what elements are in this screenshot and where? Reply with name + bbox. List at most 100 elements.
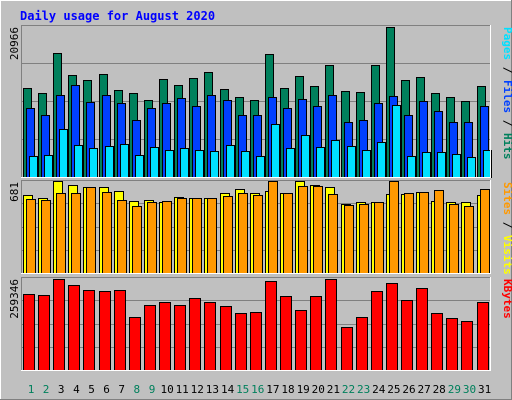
bar-kbytes-day-7 [114,290,126,371]
bar-kbytes-day-23 [356,317,368,371]
bar-pages-day-26 [407,156,416,178]
panel-kbytes: 259346 KBytes [8,277,512,371]
bar-kbytes-day-12 [189,298,201,371]
y-max-label: 259346 [8,279,21,319]
bar-sites-day-29 [449,204,459,274]
day-label: 21 [327,383,340,396]
legend-kbytes: KBytes [501,279,512,319]
bar-pages-day-24 [377,142,386,178]
bar-kbytes-day-17 [265,281,277,371]
panel-pages-files-hits: 20966 Pages / Files / Hits [8,25,512,178]
legend-item-hits: Hits [501,133,512,160]
day-label: 16 [251,383,264,396]
bar-sites-day-3 [56,193,66,274]
bar-pages-day-20 [316,147,325,178]
legend-item-kbytes: KBytes [501,279,512,319]
bar-sites-day-23 [359,204,369,274]
day-label: 5 [88,383,95,396]
bar-kbytes-day-27 [416,288,428,371]
bar-kbytes-day-4 [68,285,80,371]
bar-pages-day-17 [271,124,280,178]
bar-kbytes-day-14 [220,306,232,371]
bar-pages-day-27 [422,152,431,178]
bar-sites-day-14 [223,196,233,274]
bar-pages-day-9 [150,147,159,178]
day-label: 23 [357,383,370,396]
bar-kbytes-day-9 [144,305,156,371]
bar-pages-day-30 [467,157,476,178]
bar-sites-day-25 [389,181,399,274]
bar-pages-day-22 [347,146,356,178]
bar-sites-day-15 [238,193,248,274]
day-label: 28 [433,383,446,396]
legend-item-sites: Sites [501,182,512,215]
bar-sites-day-17 [268,181,278,274]
bar-pages-day-3 [59,129,68,178]
bar-pages-day-4 [74,145,83,178]
bar-pages-day-1 [29,156,38,178]
bar-sites-day-31 [480,189,490,274]
bar-sites-day-18 [283,193,293,274]
bar-sites-day-5 [86,187,96,274]
bar-kbytes-day-5 [83,290,95,371]
day-label: 24 [372,383,386,396]
day-label: 10 [160,383,173,396]
day-label: 17 [266,383,279,396]
bar-kbytes-day-21 [325,279,337,371]
legend-separator: / [501,215,512,235]
day-label: 29 [448,383,461,396]
day-label: 27 [417,383,430,396]
bar-kbytes-day-10 [159,302,171,371]
bar-sites-day-10 [162,201,172,274]
bar-pages-day-13 [210,151,219,178]
bar-kbytes-day-13 [204,302,216,371]
bar-kbytes-day-11 [174,305,186,371]
day-label: 25 [387,383,400,396]
day-label: 30 [463,383,476,396]
bar-kbytes-day-3 [53,279,65,371]
bar-kbytes-day-31 [477,302,489,371]
bar-kbytes-day-30 [461,321,473,371]
day-label: 8 [133,383,140,396]
day-label: 1 [28,383,35,396]
bar-pages-day-7 [120,144,129,178]
day-label: 9 [149,383,156,396]
bar-pages-day-28 [437,152,446,178]
bar-sites-day-24 [374,202,384,274]
day-label: 2 [43,383,50,396]
bar-kbytes-day-24 [371,291,383,371]
bar-sites-day-4 [71,193,81,274]
bar-sites-day-1 [26,199,36,274]
bar-kbytes-day-2 [38,295,50,371]
bar-kbytes-day-19 [295,310,307,371]
day-label: 18 [281,383,294,396]
bar-pages-day-15 [241,151,250,178]
day-label: 15 [236,383,249,396]
bar-pages-day-5 [89,148,98,178]
bar-sites-day-22 [344,205,354,274]
day-label: 6 [103,383,110,396]
legend-pages-files-hits: Pages / Files / Hits [501,27,512,160]
bar-kbytes-day-22 [341,327,353,371]
day-label: 13 [206,383,219,396]
bar-sites-day-2 [41,200,51,274]
day-label: 31 [478,383,491,396]
bar-pages-day-25 [392,105,401,178]
bar-sites-day-21 [328,194,338,274]
day-label: 20 [312,383,325,396]
bar-sites-day-9 [147,202,157,274]
day-labels: 1 2 3 4 5 6 7 8 9 10 11 12 13 14 15 16 17 18 19 20 21 22 23 24 2… [28,383,492,396]
day-label: 22 [342,383,355,396]
y-max-label: 20966 [8,27,21,60]
bar-kbytes-day-20 [310,296,322,371]
bar-sites-day-19 [298,186,308,274]
bar-sites-day-27 [419,192,429,274]
bar-kbytes-day-29 [446,318,458,371]
bar-pages-day-29 [452,154,461,178]
bar-kbytes-day-28 [431,313,443,371]
bar-pages-day-16 [256,156,265,178]
day-label: 4 [73,383,80,396]
bar-pages-day-18 [286,148,295,178]
legend-item-files: Files [501,80,512,113]
